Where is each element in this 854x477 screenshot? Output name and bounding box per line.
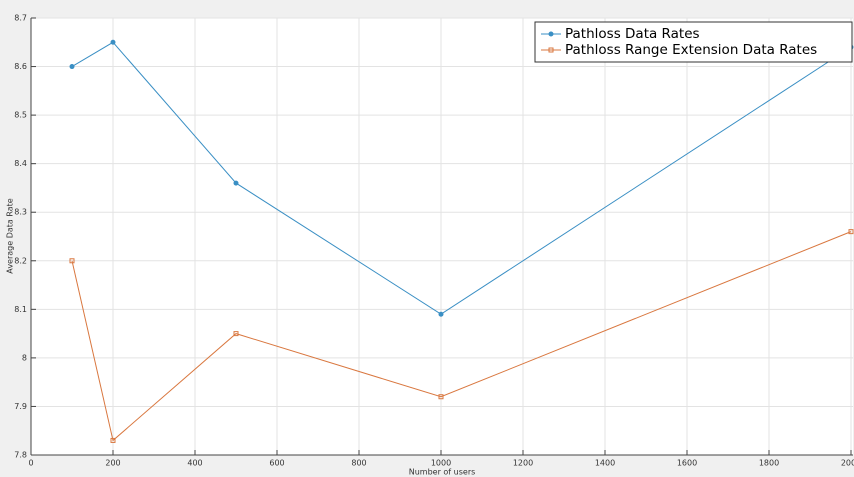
marker (69, 64, 75, 70)
x-tick-label: 400 (187, 459, 202, 468)
marker (548, 47, 554, 53)
legend-label: Pathloss Range Extension Data Rates (565, 42, 817, 58)
x-tick-label: 0 (28, 459, 33, 468)
x-tick-label: 1400 (595, 459, 615, 468)
plot-area (31, 18, 853, 455)
series-line (71, 231, 852, 442)
marker (110, 39, 116, 45)
marker (848, 229, 854, 235)
marker (233, 180, 239, 186)
x-axis-label: Number of users (409, 468, 476, 477)
x-tick-label: 200 (105, 459, 120, 468)
x-tick-label: 2000 (841, 459, 854, 468)
y-tick-label: 8.4 (14, 159, 27, 168)
y-axis-label: Average Data Rate (6, 198, 15, 273)
y-tick-label: 7.9 (14, 402, 27, 411)
y-tick-label: 8.3 (14, 208, 27, 217)
y-tick-label: 8.1 (14, 305, 27, 314)
x-tick-label: 1600 (677, 459, 697, 468)
y-tick-label: 8.7 (14, 14, 27, 23)
legend-box (534, 21, 853, 63)
y-tick-label: 8.2 (14, 256, 27, 265)
x-tick-label: 800 (351, 459, 366, 468)
marker (110, 437, 116, 443)
x-tick-label: 1800 (759, 459, 779, 468)
marker (69, 258, 75, 264)
y-tick-label: 8 (22, 353, 27, 362)
marker (438, 311, 444, 317)
x-tick-label: 1000 (431, 459, 451, 468)
x-tick-label: 600 (269, 459, 284, 468)
marker (233, 331, 239, 337)
y-tick-label: 8.5 (14, 111, 27, 120)
marker (438, 394, 444, 400)
y-tick-label: 7.8 (14, 451, 27, 460)
legend-label: Pathloss Data Rates (565, 26, 700, 42)
y-tick-label: 8.6 (14, 62, 27, 71)
marker (548, 31, 554, 37)
x-tick-label: 1200 (513, 459, 533, 468)
